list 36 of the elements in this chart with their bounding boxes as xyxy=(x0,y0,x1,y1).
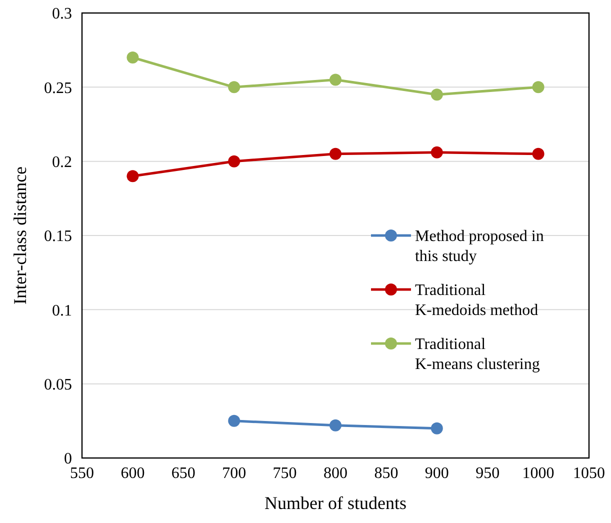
point xyxy=(430,422,443,434)
y-axis-title: Inter-class distance xyxy=(10,166,30,305)
x-tick-label: 950 xyxy=(476,465,500,482)
legend-label: Traditional K-medoids method xyxy=(414,282,538,320)
y-tick-label: 0.1 xyxy=(52,302,72,320)
x-tick-label: 700 xyxy=(222,465,246,482)
x-tick-label: 800 xyxy=(324,465,348,482)
point xyxy=(532,81,544,94)
point xyxy=(228,155,240,168)
y-tick-label: 0.25 xyxy=(44,80,72,97)
legend-label: Traditional K-means clustering xyxy=(414,336,540,374)
point xyxy=(126,52,139,64)
y-tick-label: 0.15 xyxy=(44,228,72,246)
point xyxy=(532,148,544,160)
x-tick-label: 900 xyxy=(424,465,449,482)
x-tick-label: 750 xyxy=(272,465,297,482)
point xyxy=(228,414,240,427)
x-axis-title: Number of students xyxy=(264,493,406,513)
point xyxy=(228,81,240,94)
point xyxy=(430,88,443,101)
y-tick-label: 0.2 xyxy=(52,154,72,171)
y-tick-label: 0 xyxy=(64,450,72,468)
point xyxy=(126,170,139,182)
y-tick-label: 0.05 xyxy=(44,376,72,394)
x-tick-label: 600 xyxy=(120,465,145,482)
point xyxy=(430,146,443,158)
x-tick-label: 1000 xyxy=(522,465,554,482)
point xyxy=(330,148,342,160)
x-tick-label: 650 xyxy=(171,465,196,482)
y-tick-label: 0.3 xyxy=(52,6,72,23)
x-tick-label: 850 xyxy=(374,465,398,482)
x-tick-label: 1050 xyxy=(573,465,605,482)
legend-label: Method proposed in this study xyxy=(414,228,544,266)
point xyxy=(330,74,342,86)
x-tick-label: 550 xyxy=(70,465,94,482)
point xyxy=(330,419,342,432)
